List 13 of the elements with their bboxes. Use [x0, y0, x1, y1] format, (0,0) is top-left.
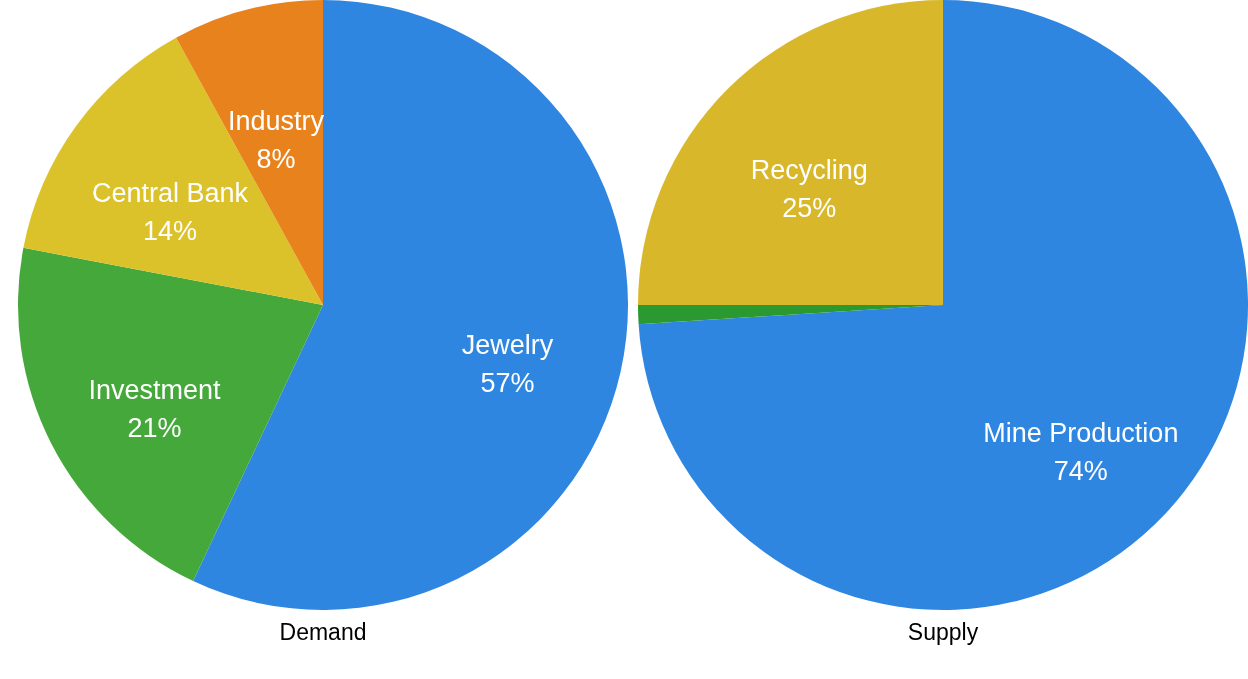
text: Demand [279, 619, 367, 645]
data-label: 21% [127, 412, 182, 443]
data-label: 57% [480, 368, 535, 399]
slice-label: Mine Production [983, 418, 1179, 449]
data-label: 14% [142, 215, 198, 246]
text: Supply [907, 619, 979, 645]
data-label: 25% [782, 193, 837, 224]
slice-label: Investment [88, 374, 222, 405]
data-label: 74% [1053, 456, 1108, 487]
data-label: 8% [256, 143, 296, 174]
slice-label: Jewelry [461, 330, 554, 361]
slice-label: Central Bank [91, 177, 249, 208]
slice-label: Recycling [750, 155, 868, 186]
